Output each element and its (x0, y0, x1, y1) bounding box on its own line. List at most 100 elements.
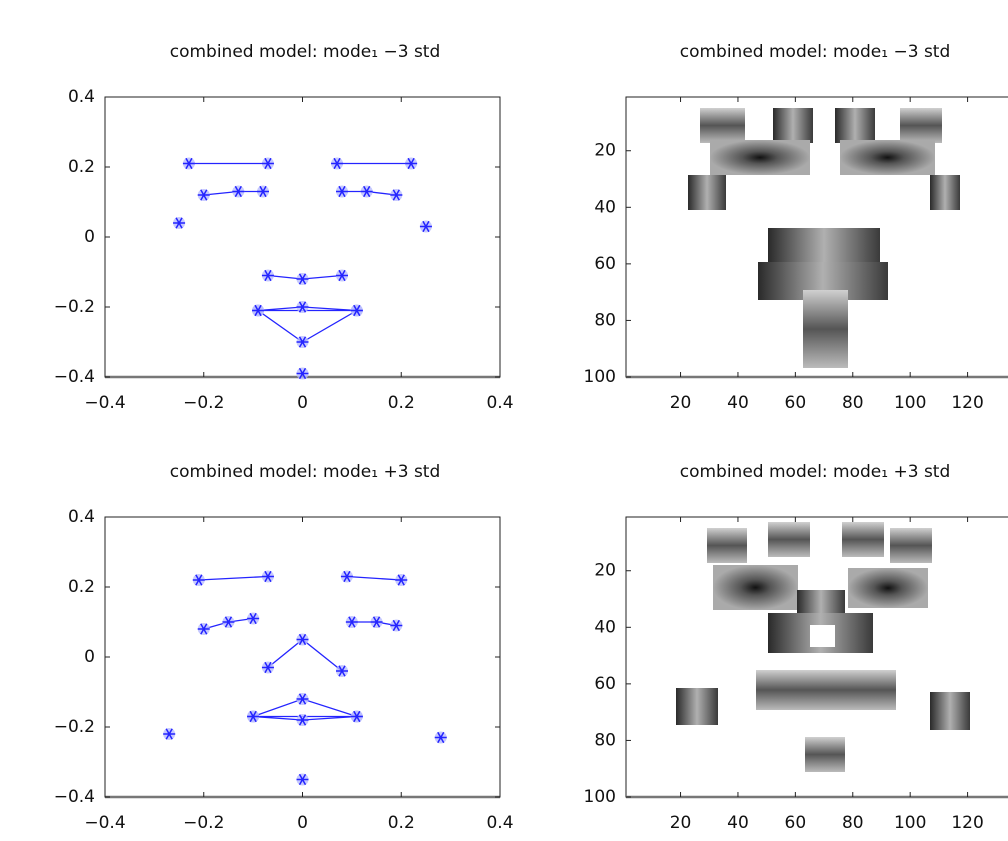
y-tick-label: 100 (584, 787, 616, 807)
landmark-point (252, 304, 265, 317)
shape-line (256, 306, 359, 343)
point-asterisk (182, 157, 195, 170)
landmark-point (390, 619, 403, 632)
point-asterisk (261, 570, 274, 583)
point-asterisk (173, 217, 186, 229)
point-asterisk (247, 612, 260, 625)
shape-line (198, 575, 268, 581)
point-asterisk (296, 693, 309, 705)
x-tick-label: 0.2 (388, 393, 415, 413)
x-tick-label: 120 (951, 393, 983, 413)
point-asterisk (336, 269, 348, 282)
point-asterisk (350, 304, 363, 317)
y-tick-label: 0 (84, 647, 95, 667)
y-tick-label: 20 (594, 561, 616, 581)
x-tick-label: −0.2 (183, 813, 224, 833)
point-asterisk (340, 570, 353, 583)
x-tick-label: 100 (894, 813, 926, 833)
x-tick-label: −0.4 (84, 813, 125, 833)
x-tick-label: 80 (842, 393, 864, 413)
y-tick-label: 0.2 (68, 577, 95, 597)
x-tick-label: 40 (727, 393, 749, 413)
x-tick-label: 20 (670, 813, 692, 833)
landmark-point (247, 612, 260, 625)
landmark-point (345, 616, 358, 628)
x-tick-label: 20 (670, 393, 692, 413)
point-asterisk (434, 731, 447, 744)
point-asterisk (395, 574, 408, 586)
point-asterisk (247, 710, 260, 723)
point-asterisk (296, 714, 309, 726)
landmark-point (261, 570, 274, 583)
landmark-point (197, 189, 210, 201)
x-tick-label: −0.2 (183, 393, 224, 413)
x-tick-label: 0.4 (486, 813, 513, 833)
landmark-point (257, 185, 269, 198)
point-asterisk (197, 189, 210, 201)
y-tick-label: 80 (594, 730, 616, 750)
y-tick-label: 40 (594, 617, 616, 637)
landmark-point (247, 710, 260, 723)
y-tick-label: −0.2 (54, 297, 95, 317)
y-tick-label: 0.4 (68, 87, 95, 107)
landmark-point (296, 301, 309, 313)
point-asterisk (296, 301, 309, 313)
x-tick-label: 60 (785, 393, 807, 413)
y-tick-label: −0.2 (54, 717, 95, 737)
x-tick-label: 100 (894, 393, 926, 413)
y-tick-label: −0.4 (54, 787, 95, 807)
y-tick-label: 0.2 (68, 157, 95, 177)
point-asterisk (345, 616, 358, 628)
landmark-point (331, 157, 344, 170)
chart-title: combined model: mode₁ +3 std (680, 462, 951, 482)
y-tick-label: 80 (594, 310, 616, 330)
point-asterisk (331, 157, 344, 170)
x-tick-label: 120 (951, 813, 983, 833)
point-asterisk (296, 367, 309, 380)
point-asterisk (296, 773, 309, 786)
y-tick-label: 100 (584, 367, 616, 387)
point-asterisk (257, 185, 269, 198)
x-tick-label: 0 (297, 813, 308, 833)
landmark-point (261, 269, 274, 282)
x-tick-label: 80 (842, 813, 864, 833)
x-tick-label: 0.2 (388, 813, 415, 833)
landmark-point (336, 185, 348, 198)
point-asterisk (296, 273, 309, 285)
point-asterisk (360, 185, 373, 198)
point-asterisk (192, 574, 205, 586)
chart-title: combined model: mode₁ −3 std (170, 42, 441, 62)
landmark-point (395, 574, 408, 586)
landmark-point (296, 633, 309, 646)
shape-line (252, 698, 358, 721)
x-tick-label: 0 (297, 393, 308, 413)
point-asterisk (197, 623, 210, 635)
chart-title: combined model: mode₁ +3 std (170, 462, 441, 482)
point-asterisk (222, 616, 235, 628)
landmark-point (163, 728, 176, 740)
landmark-point (350, 710, 363, 723)
landmark-point (360, 185, 373, 198)
y-tick-label: −0.4 (54, 367, 95, 387)
landmark-point (350, 304, 363, 317)
landmark-point (405, 157, 418, 170)
landmark-point (232, 185, 245, 198)
landmark-point (197, 623, 210, 635)
y-tick-label: 20 (594, 141, 616, 161)
point-asterisk (370, 616, 383, 628)
point-asterisk (163, 728, 176, 740)
point-asterisk (232, 185, 245, 198)
landmark-point (222, 616, 235, 628)
landmark-point (296, 367, 309, 380)
y-tick-label: 0.4 (68, 507, 95, 527)
point-asterisk (261, 269, 274, 282)
landmark-point (390, 189, 403, 201)
landmark-point (261, 661, 274, 674)
landmark-point (340, 570, 353, 583)
landmark-point (182, 157, 195, 170)
y-tick-label: 40 (594, 197, 616, 217)
plot-frame (104, 516, 501, 798)
y-tick-label: 0 (84, 227, 95, 247)
landmark-point (419, 220, 432, 233)
